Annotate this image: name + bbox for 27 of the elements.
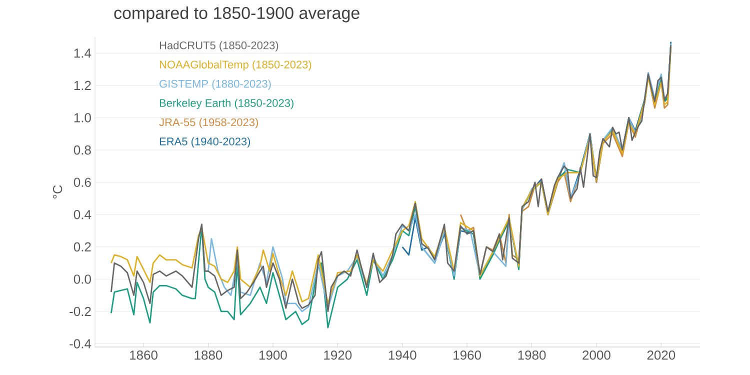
x-tick-label: 2020 — [647, 350, 676, 360]
text: ERA5 (1940-2023) — [160, 137, 250, 148]
y-tick-label: -0.2 — [70, 306, 91, 316]
y-tick-label: 1.2 — [74, 80, 91, 90]
y-axis-title: °C — [52, 185, 62, 199]
y-tick-label: 0.8 — [74, 145, 91, 155]
x-tick-label: 1980 — [518, 350, 546, 360]
y-tick-label: 0.4 — [74, 210, 92, 220]
text: JRA-55 (1958-2023) — [159, 118, 258, 128]
y-tick-label: 1.4 — [74, 48, 92, 58]
y-tick-label: 0.2 — [74, 242, 91, 252]
text: Berkeley Earth (1850-2023) — [160, 98, 294, 110]
x-tick-label: 1960 — [454, 350, 482, 360]
x-tick-label: 1900 — [259, 350, 287, 360]
x-tick-label: 2000 — [582, 350, 610, 360]
y-tick-label: 1.0 — [74, 113, 91, 122]
x-tick-label: 1880 — [194, 350, 222, 360]
chart-subtitle: compared to 1850-1900 average — [114, 6, 360, 22]
x-tick-label: 1920 — [324, 350, 352, 360]
y-tick-label: 0.6 — [74, 178, 91, 187]
text: HadCRUT5 (1850-2023) — [160, 41, 278, 52]
x-tick-label: 1940 — [388, 350, 416, 360]
y-tick-label: -0.4 — [70, 339, 92, 348]
y-tick-label: 0.0 — [74, 274, 91, 284]
x-tick-label: 1860 — [130, 350, 158, 360]
text: NOAAGlobalTemp (1850-2023) — [160, 60, 312, 71]
text: GISTEMP (1880-2023) — [160, 80, 271, 90]
